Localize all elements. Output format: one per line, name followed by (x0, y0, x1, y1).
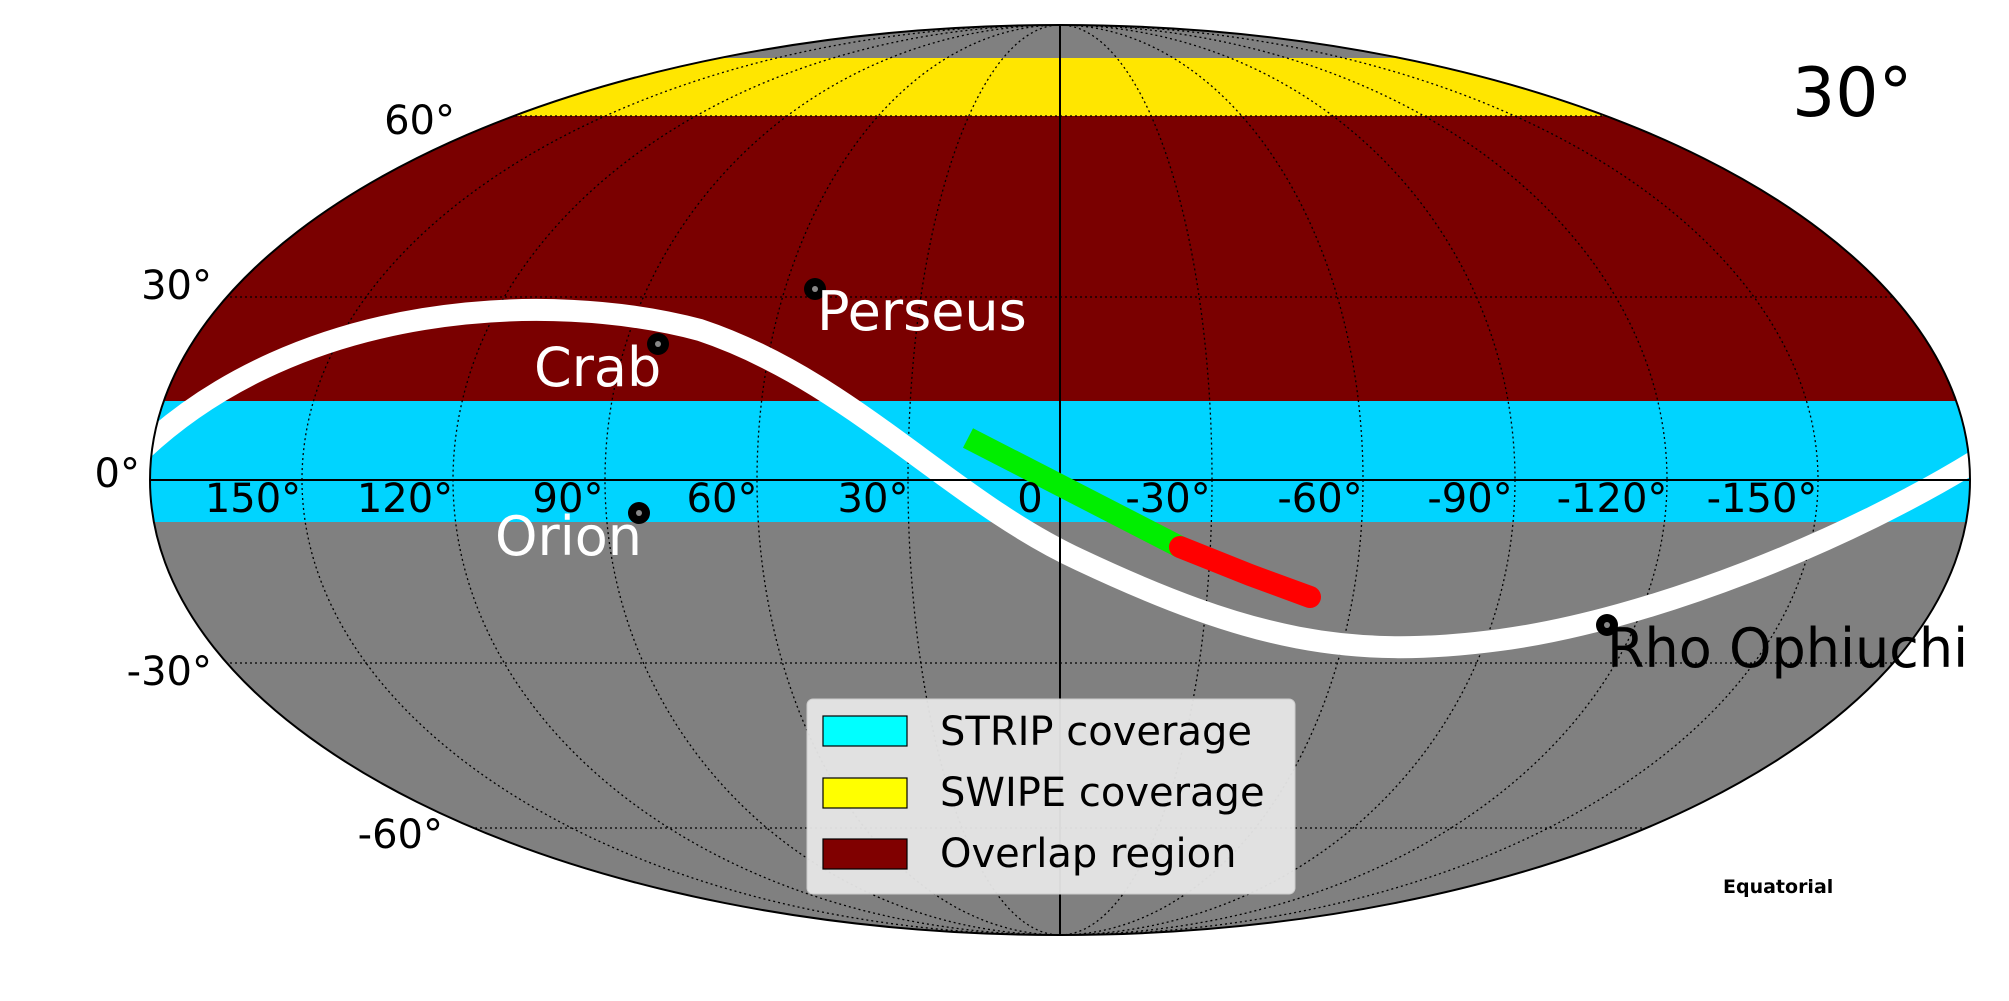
lon-label-30: 30° (838, 476, 909, 522)
orion-label: Orion (495, 505, 642, 568)
legend-label-swipe: SWIPE coverage (940, 770, 1265, 816)
lon-label-0: 0 (1017, 476, 1042, 522)
lat-label-minus60: -60° (358, 812, 443, 858)
source-perseus: Perseus (804, 278, 1027, 343)
lat-label-minus30: -30° (127, 649, 212, 695)
legend-box (806, 698, 1296, 895)
lon-label-minus150: -150° (1707, 476, 1818, 522)
observation-track-green (962, 428, 1186, 557)
lon-label-minus90: -90° (1427, 476, 1512, 522)
longitude-labels: 150° 120° 90° 60° 30° 0 -30° -60° -90° -… (205, 476, 1818, 522)
corner-angle-label: 30° (1792, 54, 1913, 133)
lat-label-30: 30° (141, 263, 212, 309)
lon-label-90: 90° (533, 476, 604, 522)
lat-label-60: 60° (384, 98, 455, 144)
source-crab: Crab (534, 333, 669, 399)
legend-item-swipe: SWIPE coverage (822, 770, 1265, 816)
lon-label-minus60: -60° (1277, 476, 1362, 522)
lon-label-minus30: -30° (1125, 476, 1210, 522)
legend-item-overlap: Overlap region (822, 831, 1236, 877)
legend-swatch-overlap (822, 838, 908, 870)
legend-swatch-swipe (822, 777, 908, 809)
galactic-plane-band (150, 298, 1970, 659)
perseus-label: Perseus (817, 280, 1027, 343)
rho-ophiuchi-label: Rho Ophiuchi (1607, 617, 1968, 680)
legend-label-overlap: Overlap region (940, 831, 1236, 877)
map-boundary (149, 24, 1971, 936)
crab-label: Crab (534, 336, 661, 399)
legend-item-strip: STRIP coverage (822, 709, 1252, 755)
lon-label-150: 150° (205, 476, 301, 522)
source-markers: Perseus Crab Orion Rho Ophiuchi (495, 278, 1968, 680)
legend: STRIP coverage SWIPE coverage Overlap re… (806, 698, 1296, 895)
projection-label: Equatorial (1723, 876, 1833, 898)
legend-swatch-strip (822, 715, 908, 747)
lon-label-60: 60° (687, 476, 758, 522)
lat-label-0: 0° (95, 451, 140, 497)
source-orion: Orion (495, 502, 650, 568)
lon-label-120: 120° (357, 476, 453, 522)
source-rho-ophiuchi: Rho Ophiuchi (1596, 614, 1968, 680)
latitude-labels: 60° 30° 0° -30° -60° (95, 98, 455, 858)
lon-label-minus120: -120° (1557, 476, 1668, 522)
observation-track-red (1169, 536, 1321, 608)
legend-label-strip: STRIP coverage (940, 709, 1252, 755)
